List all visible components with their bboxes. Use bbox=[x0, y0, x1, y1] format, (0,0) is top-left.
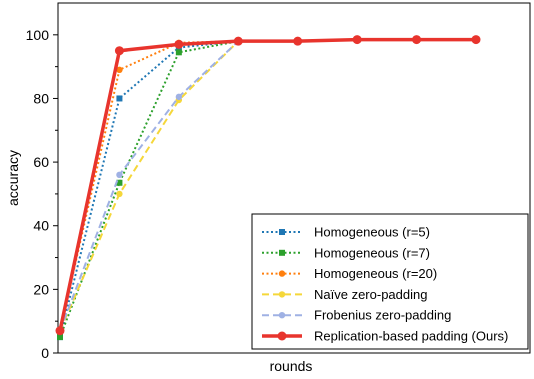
legend-entry: Homogeneous (r=5) bbox=[262, 225, 430, 240]
legend-box bbox=[251, 213, 529, 350]
legend-entry: Replication-based padding (Ours) bbox=[262, 329, 508, 344]
legend-marker bbox=[278, 291, 286, 298]
legend-label: Replication-based padding (Ours) bbox=[314, 329, 508, 344]
y-tick-label: 60 bbox=[33, 154, 49, 170]
x-axis-label: rounds bbox=[270, 358, 313, 374]
y-axis-label: accuracy bbox=[5, 150, 21, 206]
y-tick-label: 80 bbox=[33, 90, 49, 106]
legend-entry: Naïve zero-padding bbox=[262, 287, 427, 302]
data-point bbox=[116, 95, 123, 102]
data-point bbox=[116, 190, 123, 198]
series-5 bbox=[55, 35, 481, 336]
data-point bbox=[175, 93, 183, 101]
data-point bbox=[57, 334, 63, 341]
legend-entry: Homogeneous (r=7) bbox=[262, 245, 430, 260]
legend-label: Homogeneous (r=5) bbox=[314, 225, 430, 240]
legend-label: Frobenius zero-padding bbox=[314, 308, 451, 323]
plot-frame bbox=[57, 2, 531, 354]
y-tick-label: 20 bbox=[33, 281, 49, 297]
legend-marker bbox=[279, 249, 285, 256]
data-point bbox=[471, 35, 481, 45]
y-tick-label: 0 bbox=[41, 345, 49, 361]
legend-marker bbox=[278, 270, 286, 277]
series-layer bbox=[55, 35, 481, 341]
data-point bbox=[55, 326, 65, 336]
legend-label: Homogeneous (r=20) bbox=[314, 266, 437, 281]
legend-marker bbox=[278, 312, 286, 319]
series-line bbox=[58, 37, 476, 332]
legend-marker bbox=[279, 229, 285, 235]
data-point bbox=[116, 171, 123, 179]
legend-label: Naïve zero-padding bbox=[314, 287, 427, 302]
data-point bbox=[293, 36, 303, 46]
series-line bbox=[59, 38, 476, 338]
y-tick-label: 100 bbox=[26, 27, 50, 43]
legend-label: Homogeneous (r=7) bbox=[314, 245, 430, 260]
data-point bbox=[116, 179, 123, 186]
data-point bbox=[175, 49, 182, 56]
data-point bbox=[233, 36, 243, 46]
legend: Homogeneous (r=5) Homogeneous (r=7) Homoge… bbox=[251, 213, 529, 350]
plot-axes: 0 20 40 60 80 100 bbox=[26, 2, 531, 361]
legend-entry: Frobenius zero-padding bbox=[262, 308, 451, 323]
data-point bbox=[116, 66, 123, 74]
legend-entry: Homogeneous (r=20) bbox=[262, 266, 437, 281]
y-tick-label: 40 bbox=[33, 218, 49, 234]
legend-marker bbox=[277, 331, 287, 341]
data-point bbox=[114, 46, 124, 56]
data-point bbox=[412, 35, 422, 45]
data-point bbox=[174, 39, 184, 49]
data-point bbox=[352, 35, 362, 45]
